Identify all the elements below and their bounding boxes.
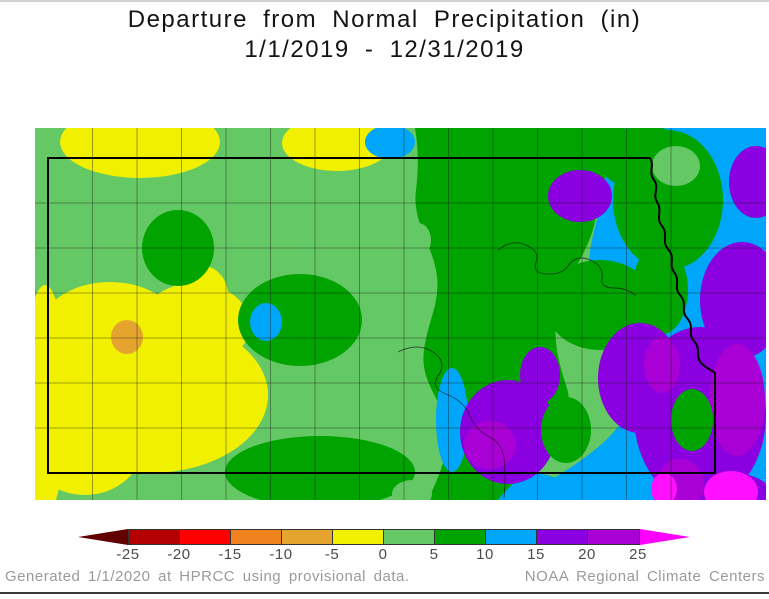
footer-generated-text: Generated 1/1/2020 at HPRCC using provis…	[5, 568, 410, 585]
river-lines	[397, 242, 637, 499]
page-title: Departure from Normal Precipitation (in)…	[0, 5, 769, 65]
legend-ticks: -25 -20 -15 -10 -5 0 5 10 15 20 25	[0, 546, 769, 564]
legend-left-arrow	[78, 529, 128, 545]
legend-tick: 0	[378, 546, 388, 563]
legend-segment	[180, 530, 231, 544]
bottom-border	[0, 592, 769, 594]
legend-tick: 25	[629, 546, 647, 563]
title-line-2: 1/1/2019 - 12/31/2019	[244, 36, 525, 63]
legend-tick: -10	[269, 546, 293, 563]
footer-credit-text: NOAA Regional Climate Centers	[524, 568, 765, 585]
precipitation-map	[35, 128, 766, 500]
legend-tick: 10	[476, 546, 494, 563]
legend-tick: 5	[429, 546, 439, 563]
kansas-state-border	[47, 157, 716, 474]
legend-segment	[231, 530, 282, 544]
legend-right-arrow	[640, 529, 690, 545]
legend-segment	[435, 530, 486, 544]
precipitation-map-svg	[35, 128, 766, 500]
legend-segment	[486, 530, 537, 544]
legend-segment	[333, 530, 384, 544]
footer: Generated 1/1/2020 at HPRCC using provis…	[0, 568, 769, 588]
legend-tick: 15	[527, 546, 545, 563]
legend-tick: 20	[578, 546, 596, 563]
title-line-1: Departure from Normal Precipitation (in)	[127, 6, 642, 33]
legend-tick: -25	[116, 546, 140, 563]
legend-tick: -15	[218, 546, 242, 563]
contour-layers	[35, 128, 766, 500]
legend-segment	[588, 530, 639, 544]
legend-tick: -5	[324, 546, 340, 563]
legend-tick: -20	[167, 546, 191, 563]
legend-segment	[282, 530, 333, 544]
legend-segments	[128, 529, 640, 545]
legend-segment	[537, 530, 588, 544]
legend-segment	[129, 530, 180, 544]
legend-colorbar	[78, 529, 690, 545]
legend-segment	[384, 530, 435, 544]
top-border	[0, 0, 769, 2]
county-grid	[35, 128, 766, 500]
